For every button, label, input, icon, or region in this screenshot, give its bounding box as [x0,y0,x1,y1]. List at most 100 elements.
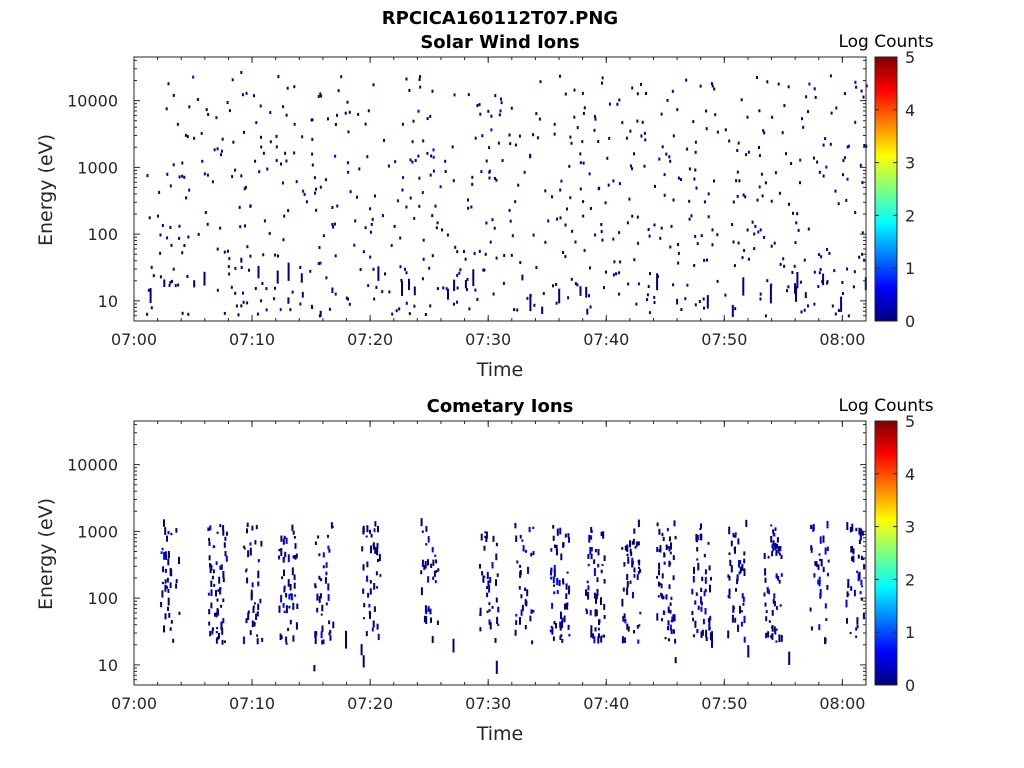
data-pixel [373,297,376,301]
data-pixel [568,585,571,593]
data-pixel [562,251,564,254]
data-pixel [842,173,844,177]
data-pixel [770,635,773,639]
data-pixel [328,620,331,625]
data-pixel [727,574,730,578]
data-pixel [693,634,695,638]
data-pixel [452,179,455,183]
data-pixel [777,546,780,554]
data-pixel [666,546,669,549]
data-pixel [837,309,840,312]
data-pixel [488,584,491,593]
data-pixel [498,113,501,117]
data-pixel [420,570,423,575]
data-pixel [377,558,379,562]
data-pixel [658,581,660,587]
data-pixel [365,631,368,637]
data-pixel [170,620,173,624]
data-pixel [275,145,278,149]
data-pixel [738,179,741,183]
data-pixel [788,202,790,206]
data-pixel [488,619,491,625]
data-pixel [736,574,739,582]
data-pixel [489,576,492,583]
data-pixel [325,571,328,576]
data-pixel [776,543,779,549]
data-pixel [359,268,362,271]
data-pixel [713,87,716,91]
data-pixel [559,216,562,220]
data-pixel [688,217,691,221]
data-pixel [181,251,184,255]
data-pixel [439,185,442,189]
data-pixel [590,625,593,632]
data-pixel [772,540,775,547]
data-pixel [863,258,866,262]
data-pixel [598,633,600,639]
data-pixel [222,618,225,624]
data-pixel [861,231,864,235]
data-pixel [287,627,290,632]
data-pixel [669,551,672,555]
plot-frame [133,420,867,686]
data-pixel [696,534,699,541]
data-pixel [629,580,632,584]
data-pixel [778,634,781,643]
data-pixel [436,221,439,225]
data-pixel [743,636,746,643]
data-pixel [327,594,330,601]
data-pixel [661,573,664,579]
data-pixel [319,310,322,317]
data-pixel [167,530,170,535]
data-pixel [362,564,365,571]
data-pixel [758,146,760,149]
data-pixel [770,524,773,527]
data-pixel [581,140,584,144]
y-tick-label: 100 [87,589,118,608]
data-pixel [277,75,280,79]
data-pixel [244,224,246,228]
data-pixel [739,566,742,573]
data-pixel [265,287,268,291]
data-pixel [295,553,298,559]
data-pixel [146,174,149,178]
data-pixel [427,606,430,612]
data-pixel [819,536,822,544]
data-pixel [702,618,705,625]
data-pixel [542,292,545,295]
colorbar-title: Log Counts [838,396,933,416]
data-pixel [243,187,246,191]
data-pixel [249,204,252,208]
colorbar-tick-label: 5 [905,412,915,431]
data-pixel [334,123,337,126]
data-pixel [593,568,596,576]
data-pixel [770,244,773,248]
data-pixel [219,587,222,595]
data-pixel [600,636,603,643]
data-pixel [847,144,850,148]
data-pixel [427,536,430,543]
data-pixel [601,76,604,80]
data-pixel [163,551,166,560]
data-pixel [310,118,313,122]
axes: 07:00 07:10 07:20 07:30 07:40 07:50 08:0010100… [67,420,867,713]
data-pixel [205,108,208,112]
data-pixel [321,625,324,632]
data-pixel [669,609,672,614]
data-pixel [851,556,853,561]
data-pixel [820,559,823,567]
data-pixel [425,543,428,546]
data-pixel [600,569,603,574]
data-pixel [565,593,568,599]
data-pixel [816,160,819,164]
data-pixel [562,541,565,547]
data-pixel [705,127,708,131]
colorbar-frame [874,56,898,322]
x-tick-label: 07:50 [701,694,747,713]
data-pixel [640,82,642,86]
data-pixel [294,543,297,549]
data-pixel [656,273,659,291]
data-pixel [826,247,828,251]
data-pixel [587,563,590,567]
data-pixel [401,122,404,126]
